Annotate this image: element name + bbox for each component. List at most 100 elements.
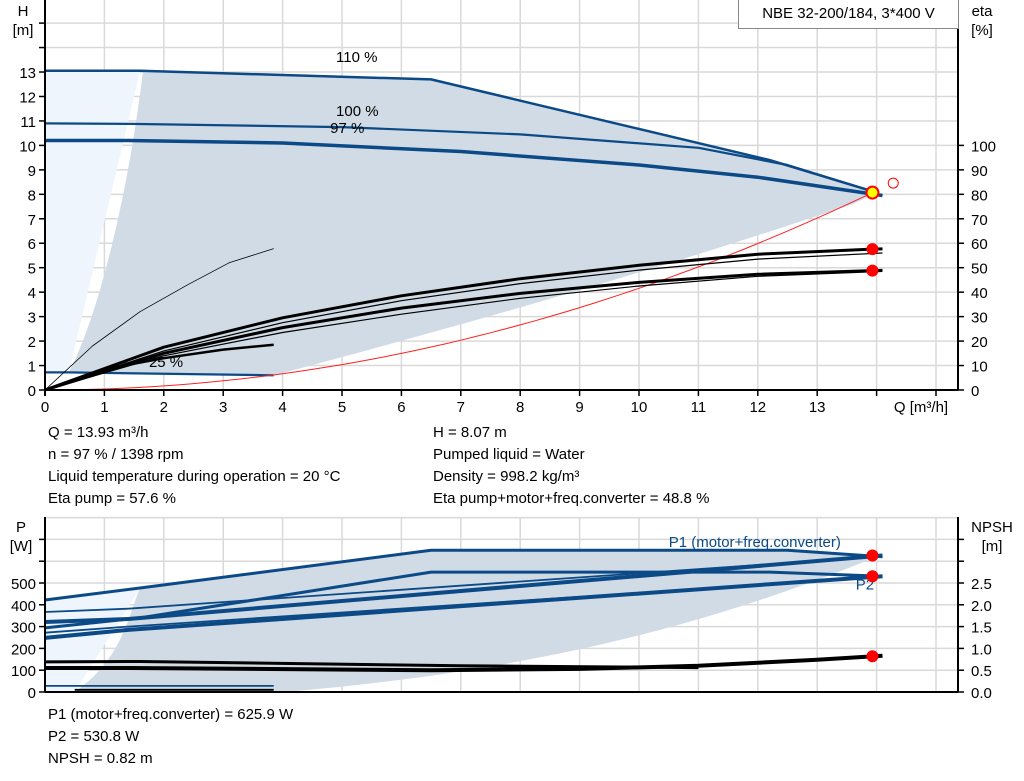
info-npsh: NPSH = 0.82 m bbox=[48, 750, 153, 767]
curve-label: 110 % bbox=[336, 49, 377, 66]
eta-curve bbox=[44, 343, 274, 392]
head-curve bbox=[44, 122, 877, 194]
h-tick-label: 8 bbox=[28, 187, 36, 204]
curve-label: 97 % bbox=[330, 120, 364, 137]
npsh-curve bbox=[44, 660, 699, 670]
p-tick-label: 300 bbox=[11, 620, 36, 637]
eta-curve bbox=[44, 270, 883, 391]
h-tick-label: 11 bbox=[20, 114, 36, 131]
h-axis-label-name: H bbox=[17, 3, 29, 20]
operating-area bbox=[68, 70, 877, 376]
power-curve bbox=[44, 555, 883, 613]
info-top-right: H = 8.07 m Pumped liquid = Water Density… bbox=[433, 422, 709, 510]
q-tick-label: 6 bbox=[397, 399, 405, 416]
eta-axis-label: eta [%] bbox=[962, 2, 1002, 40]
p-tick-label: 400 bbox=[11, 598, 36, 615]
eta-tick-label: 60 bbox=[971, 236, 988, 253]
head-curve bbox=[45, 371, 274, 377]
q-tick-label: 11 bbox=[691, 399, 707, 416]
eta-tick-label: 50 bbox=[971, 261, 988, 278]
info-liquid: Pumped liquid = Water bbox=[433, 446, 585, 463]
q-tick-label: 1 bbox=[100, 399, 108, 416]
q-tick-label: 5 bbox=[338, 399, 346, 416]
p1-point-marker bbox=[866, 549, 879, 562]
h-tick-label: 2 bbox=[28, 334, 36, 351]
npsh-tick-label: 2.0 bbox=[971, 598, 992, 615]
p2-point-marker bbox=[866, 570, 879, 583]
info-temperature: Liquid temperature during operation = 20… bbox=[48, 468, 341, 485]
info-speed: n = 97 % / 1398 rpm bbox=[48, 446, 184, 463]
eta-tick-label: 70 bbox=[971, 212, 988, 229]
power-curve bbox=[44, 570, 883, 630]
eta-tick-label: 80 bbox=[971, 187, 988, 204]
q-tick-label: 12 bbox=[749, 399, 766, 416]
eta-curve bbox=[44, 252, 883, 391]
p-axis-label: P [W] bbox=[6, 518, 36, 556]
h-tick-label: 9 bbox=[28, 163, 36, 180]
eta-tick-label: 10 bbox=[971, 359, 988, 376]
p-axis-label-name: P bbox=[15, 519, 26, 536]
npsh-axis-label: NPSH [m] bbox=[962, 518, 1022, 556]
h-tick-label: 10 bbox=[19, 138, 36, 155]
q-tick-label: 0 bbox=[41, 399, 49, 416]
p-axis-label-unit: [W] bbox=[9, 538, 33, 555]
npsh-tick-label: 0.0 bbox=[971, 685, 992, 702]
p-tick-label: 200 bbox=[11, 641, 36, 658]
h-tick-label: 1 bbox=[28, 359, 36, 376]
q-tick-label: 4 bbox=[278, 399, 286, 416]
info-head: H = 8.07 m bbox=[433, 424, 507, 441]
eta-curve bbox=[44, 247, 883, 392]
h-axis-label: H [m] bbox=[8, 2, 38, 40]
eta-axis-label-unit: [%] bbox=[971, 22, 993, 39]
eta-point-marker bbox=[866, 243, 879, 256]
curve-label: 25 % bbox=[149, 354, 183, 371]
info-eta-total: Eta pump+motor+freq.converter = 48.8 % bbox=[433, 490, 710, 507]
info-top-left: Q = 13.93 m³/h n = 97 % / 1398 rpm Liqui… bbox=[48, 422, 340, 510]
npsh-tick-label: 0.5 bbox=[971, 663, 992, 680]
h-axis-label-unit: [m] bbox=[12, 22, 34, 39]
eta-tick-label: 30 bbox=[971, 310, 988, 327]
info-density: Density = 998.2 kg/m³ bbox=[433, 468, 580, 485]
q-axis-label: Q [m³/h] bbox=[893, 399, 949, 416]
power-area bbox=[74, 550, 877, 692]
p-tick-label: 0 bbox=[28, 685, 36, 702]
h-tick-label: 13 bbox=[19, 65, 36, 82]
info-p2: P2 = 530.8 W bbox=[48, 728, 140, 745]
h-tick-label: 3 bbox=[28, 310, 36, 327]
h-tick-label: 12 bbox=[19, 89, 36, 106]
npsh-curve bbox=[45, 653, 883, 673]
eta-tick-label: 100 bbox=[971, 138, 996, 155]
npsh-axis-label-name: NPSH bbox=[971, 519, 1013, 536]
power-curve bbox=[44, 548, 883, 602]
h-tick-label: 5 bbox=[28, 261, 36, 278]
info-p1: P1 (motor+freq.converter) = 625.9 W bbox=[48, 706, 294, 723]
system-curve bbox=[44, 190, 877, 391]
h-tick-label: 6 bbox=[28, 236, 36, 253]
info-bottom: P1 (motor+freq.converter) = 625.9 W P2 =… bbox=[48, 704, 293, 770]
curve-label: 100 % bbox=[336, 103, 379, 120]
eta-tick-label: 0 bbox=[971, 383, 979, 400]
operating-area-light bbox=[45, 70, 141, 373]
q-tick-label: 13 bbox=[809, 399, 826, 416]
eta-curve bbox=[44, 268, 883, 392]
p-tick-label: 100 bbox=[11, 663, 36, 680]
q-tick-label: 8 bbox=[516, 399, 524, 416]
p-tick-label: 500 bbox=[11, 576, 36, 593]
q-tick-label: 10 bbox=[631, 399, 648, 416]
h-tick-label: 0 bbox=[28, 383, 36, 400]
max-flow-marker bbox=[887, 177, 899, 189]
power-curve bbox=[44, 574, 883, 640]
curve-label: P1 (motor+freq.converter) bbox=[669, 534, 841, 551]
h-tick-label: 7 bbox=[28, 212, 36, 229]
npsh-point-marker bbox=[866, 650, 879, 663]
eta-curve bbox=[44, 248, 274, 391]
head-curve bbox=[45, 138, 883, 198]
q-tick-label: 3 bbox=[219, 399, 227, 416]
eta-tick-label: 40 bbox=[971, 285, 988, 302]
eta-point-marker bbox=[866, 264, 879, 277]
operating-point-marker bbox=[865, 185, 880, 200]
npsh-axis-label-unit: [m] bbox=[981, 538, 1003, 555]
eta-axis-label-name: eta bbox=[971, 3, 993, 20]
q-tick-label: 7 bbox=[457, 399, 465, 416]
